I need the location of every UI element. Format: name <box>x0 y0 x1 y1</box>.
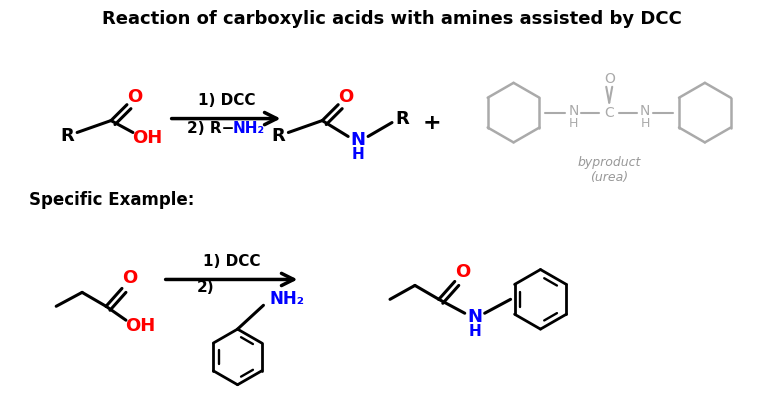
Text: R: R <box>271 127 285 145</box>
Text: H: H <box>468 324 481 339</box>
Text: OH: OH <box>132 129 162 147</box>
Text: OH: OH <box>125 317 155 335</box>
Text: O: O <box>122 269 137 288</box>
Text: R: R <box>60 127 74 145</box>
Text: +: + <box>423 113 441 133</box>
Text: N: N <box>467 308 482 326</box>
Text: 2) R−: 2) R− <box>187 121 234 136</box>
Text: NH₂: NH₂ <box>233 121 265 136</box>
Text: N: N <box>350 131 365 149</box>
Text: H: H <box>568 117 578 130</box>
Text: N: N <box>640 104 650 118</box>
Text: 1) DCC: 1) DCC <box>203 254 260 269</box>
Text: C: C <box>604 105 614 120</box>
Text: 2): 2) <box>197 280 214 295</box>
Text: NH₂: NH₂ <box>270 290 305 308</box>
Text: H: H <box>641 117 650 130</box>
Text: O: O <box>604 72 615 86</box>
Text: R: R <box>395 109 408 128</box>
Text: byproduct
(urea): byproduct (urea) <box>578 156 641 184</box>
Text: N: N <box>568 104 579 118</box>
Text: 1) DCC: 1) DCC <box>198 93 256 108</box>
Text: O: O <box>456 263 470 280</box>
Text: Reaction of carboxylic acids with amines assisted by DCC: Reaction of carboxylic acids with amines… <box>102 10 682 28</box>
Text: Specific Example:: Specific Example: <box>29 191 194 209</box>
Text: O: O <box>127 88 143 106</box>
Text: H: H <box>352 147 365 162</box>
Text: O: O <box>339 88 354 106</box>
